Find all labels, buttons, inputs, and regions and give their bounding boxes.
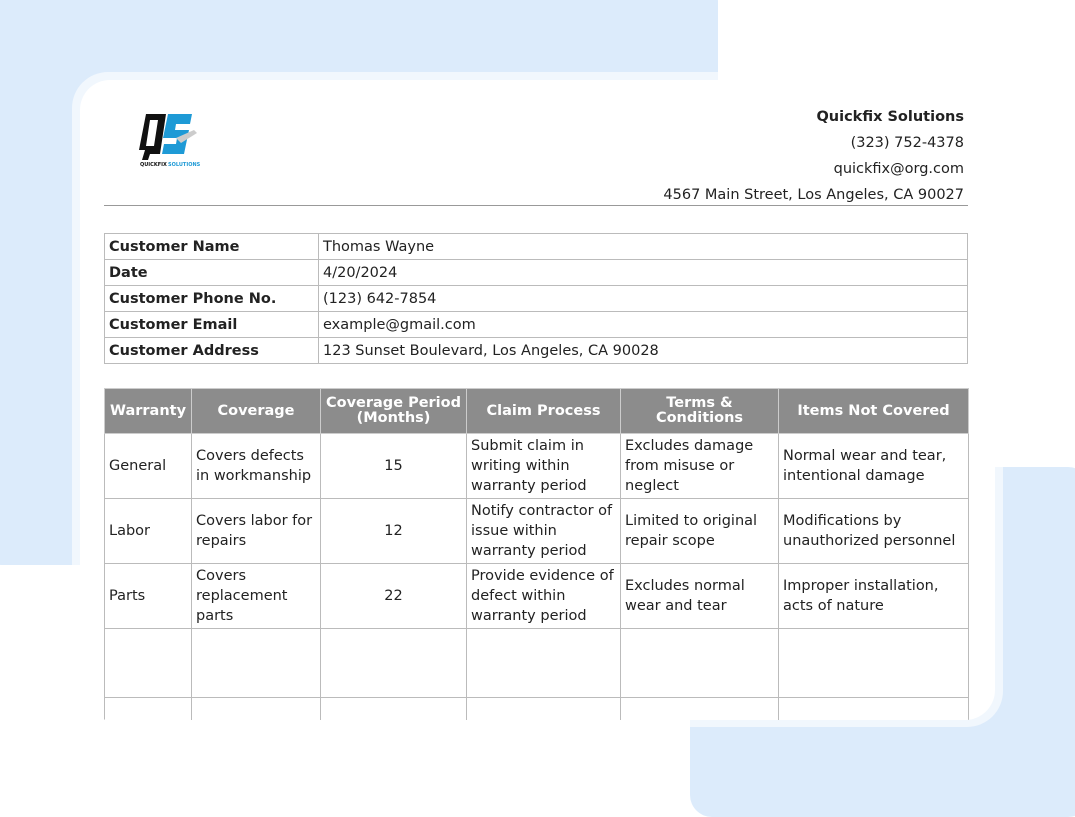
- customer-row: Customer Phone No. (123) 642-7854: [104, 285, 968, 312]
- empty-cell: [620, 628, 779, 698]
- customer-row: Customer Name Thomas Wayne: [104, 233, 968, 260]
- table-row: General Covers defects in workmanship 15 Su…: [104, 433, 969, 499]
- column-header: Claim Process: [466, 388, 621, 434]
- table-cell: Limited to original repair scope: [620, 498, 779, 564]
- table-cell: Modifications by unauthorized personnel: [778, 498, 969, 564]
- empty-cell: [466, 628, 621, 698]
- warranty-table: Warranty Coverage Coverage Period (Months)…: [104, 388, 969, 720]
- table-cell: Parts: [104, 563, 192, 629]
- table-cell: 22: [320, 563, 467, 629]
- column-header: Warranty: [104, 388, 192, 434]
- table-header-row: Warranty Coverage Coverage Period (Months)…: [104, 388, 969, 434]
- customer-row: Customer Address 123 Sunset Boulevard, Lo…: [104, 337, 968, 364]
- table-cell: Provide evidence of defect within warran…: [466, 563, 621, 629]
- divider: [104, 205, 968, 206]
- warranty-document: QUICKFIX SOLUTIONS Quickfix Solutions (3…: [80, 80, 995, 720]
- table-row: Parts Covers replacement parts 22 Provide e…: [104, 563, 969, 629]
- table-cell: 15: [320, 433, 467, 499]
- column-header: Coverage Period (Months): [320, 388, 467, 434]
- empty-cell: [778, 697, 969, 720]
- table-cell: Covers defects in workmanship: [191, 433, 321, 499]
- table-cell: Excludes damage from misuse or neglect: [620, 433, 779, 499]
- column-header: Items Not Covered: [778, 388, 969, 434]
- company-email: quickfix@org.com: [833, 161, 964, 177]
- table-cell: Submit claim in writing within warranty …: [466, 433, 621, 499]
- table-cell: Notify contractor of issue within warran…: [466, 498, 621, 564]
- table-cell: Covers replacement parts: [191, 563, 321, 629]
- table-cell: General: [104, 433, 192, 499]
- empty-cell: [191, 628, 321, 698]
- customer-row: Customer Email example@gmail.com: [104, 311, 968, 338]
- table-cell: Covers labor for repairs: [191, 498, 321, 564]
- table-row: Labor Covers labor for repairs 12 Notify co…: [104, 498, 969, 564]
- field-label: Customer Name: [104, 233, 319, 260]
- empty-cell: [104, 697, 192, 720]
- table-cell: 12: [320, 498, 467, 564]
- customer-row: Date 4/20/2024: [104, 259, 968, 286]
- field-label: Date: [104, 259, 319, 286]
- company-phone: (323) 752-4378: [850, 135, 964, 151]
- company-logo: QUICKFIX SOLUTIONS: [139, 114, 201, 168]
- empty-cell: [466, 697, 621, 720]
- empty-cell: [104, 628, 192, 698]
- empty-cell: [320, 628, 467, 698]
- field-value: Thomas Wayne: [318, 233, 968, 260]
- column-header: Coverage: [191, 388, 321, 434]
- empty-cell: [778, 628, 969, 698]
- field-label: Customer Email: [104, 311, 319, 338]
- empty-cell: [320, 697, 467, 720]
- empty-row: [104, 697, 969, 720]
- field-value: example@gmail.com: [318, 311, 968, 338]
- table-cell: Labor: [104, 498, 192, 564]
- svg-text:QUICKFIX: QUICKFIX: [140, 162, 167, 168]
- empty-cell: [620, 697, 779, 720]
- field-label: Customer Address: [104, 337, 319, 364]
- field-value: (123) 642-7854: [318, 285, 968, 312]
- empty-row: [104, 628, 969, 698]
- company-address: 4567 Main Street, Los Angeles, CA 90027: [663, 187, 964, 203]
- field-label: Customer Phone No.: [104, 285, 319, 312]
- empty-cell: [191, 697, 321, 720]
- customer-info-table: Customer Name Thomas Wayne Date 4/20/2024 Cu…: [104, 233, 968, 364]
- column-header: Terms & Conditions: [620, 388, 779, 434]
- company-name: Quickfix Solutions: [816, 109, 964, 125]
- table-cell: Improper installation, acts of nature: [778, 563, 969, 629]
- company-info: Quickfix Solutions (323) 752-4378 quickf…: [663, 104, 964, 208]
- table-cell: Excludes normal wear and tear: [620, 563, 779, 629]
- field-value: 4/20/2024: [318, 259, 968, 286]
- table-cell: Normal wear and tear, intentional damage: [778, 433, 969, 499]
- svg-text:SOLUTIONS: SOLUTIONS: [168, 162, 201, 168]
- field-value: 123 Sunset Boulevard, Los Angeles, CA 90…: [318, 337, 968, 364]
